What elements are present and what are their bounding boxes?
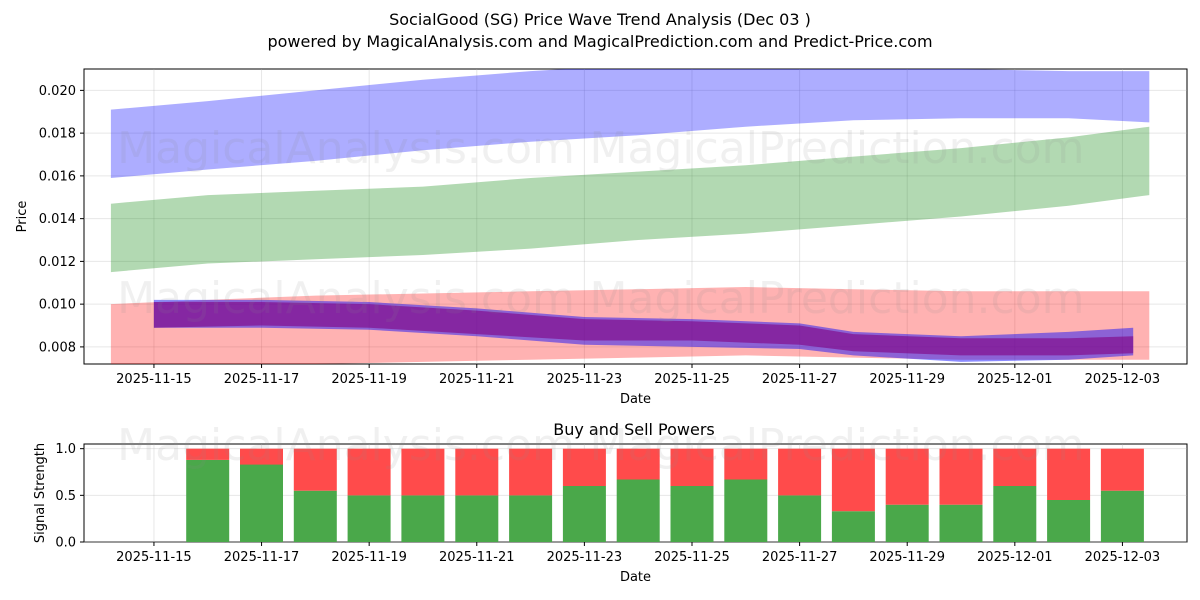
sell-power-bar [670,448,714,486]
price-y-tick-label: 0.020 [39,84,76,99]
buy-power-bar [401,495,445,542]
sell-power-bar [293,448,337,491]
buy-power-bar [240,464,283,542]
watermark-prediction-bottom: MagicalPrediction.com [590,420,1085,471]
power-x-tick-label: 2025-11-29 [869,550,945,565]
buy-power-bar [347,495,391,542]
power-y-axis-label: Signal Strength [33,443,48,543]
buy-power-bar [993,486,1037,542]
buy-sell-power-plot: Buy and Sell Powers MagicalAnalysis.com … [33,420,1188,585]
price-x-tick-label: 2025-12-01 [977,372,1053,387]
watermark-analysis-mid: MagicalAnalysis.com [117,273,575,324]
sell-power-bar [186,448,230,460]
buy-power-bar [670,486,714,542]
buy-power-bar [616,479,660,542]
sell-power-bar [778,448,822,496]
power-y-tick-label: 1.0 [55,442,76,457]
buy-power-bar [1100,490,1144,542]
price-x-tick-label: 2025-11-21 [439,372,515,387]
buy-power-bar [1047,500,1091,542]
purple-wave-area [153,302,1134,356]
price-x-axis-label: Date [620,392,651,407]
sell-power-bar [240,448,283,465]
price-x-tick-label: 2025-11-19 [331,372,407,387]
price-wave-plot: MagicalAnalysis.com MagicalPrediction.co… [15,68,1188,407]
price-x-tick-label: 2025-11-25 [654,372,730,387]
price-y-tick-label: 0.018 [39,127,76,142]
buy-power-bar [939,504,983,542]
buy-power-bar [186,459,230,542]
figure-subtitle: powered by MagicalAnalysis.com and Magic… [267,32,932,51]
power-y-tick-label: 0.0 [55,536,76,551]
watermark-prediction-mid: MagicalPrediction.com [590,273,1085,324]
buy-sell-title: Buy and Sell Powers [553,420,715,439]
price-y-axis-label: Price [15,201,30,233]
buy-power-bar [724,479,768,542]
price-x-tick-label: 2025-11-29 [869,372,945,387]
sell-power-bar [1047,448,1091,500]
price-x-tick-label: 2025-11-23 [547,372,623,387]
power-y-tick-label: 0.5 [55,489,76,504]
sell-power-bar [939,448,983,505]
sell-power-bar [562,448,606,486]
power-x-tick-label: 2025-11-25 [654,550,730,565]
power-x-tick-label: 2025-11-19 [331,550,407,565]
power-x-tick-label: 2025-11-15 [116,550,192,565]
price-y-tick-label: 0.010 [39,298,76,313]
power-x-tick-label: 2025-12-01 [977,550,1053,565]
price-x-tick-label: 2025-11-17 [224,372,300,387]
power-x-tick-label: 2025-11-23 [547,550,623,565]
power-x-tick-label: 2025-11-21 [439,550,515,565]
buy-power-bar [778,495,822,542]
sell-power-bar [1100,448,1144,491]
sell-power-bar [509,448,553,496]
figure-title: SocialGood (SG) Price Wave Trend Analysi… [389,10,811,29]
sell-power-bar [831,448,875,512]
sell-power-bar [724,448,768,480]
price-x-tick-label: 2025-11-27 [762,372,838,387]
buy-power-bar [455,495,499,542]
watermark-analysis-bottom: MagicalAnalysis.com [117,420,575,471]
power-x-tick-label: 2025-11-17 [224,550,300,565]
watermark-analysis-top: MagicalAnalysis.com [117,123,575,174]
buy-power-bar [562,486,606,542]
buy-power-bar [509,495,553,542]
sell-power-bar [455,448,499,496]
power-x-tick-label: 2025-12-03 [1085,550,1161,565]
power-x-axis-label: Date [620,570,651,585]
sell-power-bar [347,448,391,496]
price-y-tick-label: 0.014 [39,212,76,227]
price-x-tick-label: 2025-12-03 [1085,372,1161,387]
sell-power-bar [616,448,660,480]
buy-power-bar [293,490,337,542]
sell-power-bar [885,448,929,505]
price-x-tick-label: 2025-11-15 [116,372,192,387]
watermark-prediction-top: MagicalPrediction.com [590,123,1085,174]
blue-band-area [110,69,1150,178]
buy-power-bar [885,504,929,542]
price-plot-frame [83,68,1188,365]
power-x-tick-label: 2025-11-27 [762,550,838,565]
price-y-tick-label: 0.012 [39,255,76,270]
price-y-tick-label: 0.016 [39,169,76,184]
price-y-tick-label: 0.008 [39,340,76,355]
sell-power-bar [401,448,445,496]
buy-power-bar [831,511,875,542]
sell-power-bar [993,448,1037,486]
green-band-area [110,126,1150,273]
